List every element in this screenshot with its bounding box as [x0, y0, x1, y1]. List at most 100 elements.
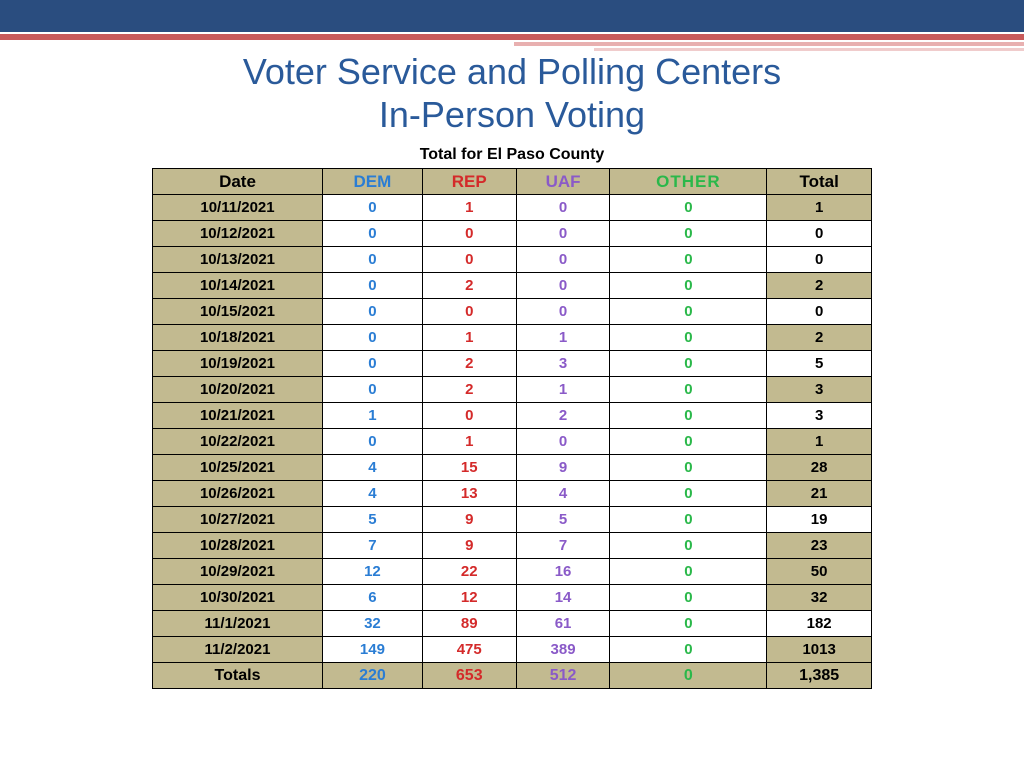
table-row: 10/14/202102002 — [153, 273, 872, 299]
header-band — [0, 0, 1024, 32]
cell-other: 0 — [610, 455, 767, 481]
cell-date: 10/25/2021 — [153, 455, 323, 481]
cell-date: 10/30/2021 — [153, 585, 323, 611]
cell-rep: 89 — [422, 611, 516, 637]
cell-other: 0 — [610, 247, 767, 273]
table-row: 10/21/202110203 — [153, 403, 872, 429]
cell-total: 50 — [767, 559, 872, 585]
cell-total: 0 — [767, 247, 872, 273]
cell-total: 23 — [767, 533, 872, 559]
table-row: 10/28/2021797023 — [153, 533, 872, 559]
table-caption: Total for El Paso County — [0, 146, 1024, 164]
cell-uaf: 9 — [516, 455, 610, 481]
cell-total: 0 — [767, 299, 872, 325]
cell-other: 0 — [610, 403, 767, 429]
cell-date: 10/18/2021 — [153, 325, 323, 351]
cell-total: 32 — [767, 585, 872, 611]
cell-total: 2 — [767, 325, 872, 351]
cell-uaf: 1 — [516, 377, 610, 403]
header-rep: REP — [422, 169, 516, 195]
cell-total: 0 — [767, 221, 872, 247]
header-dem: DEM — [323, 169, 423, 195]
header-date: Date — [153, 169, 323, 195]
cell-date: 11/1/2021 — [153, 611, 323, 637]
totals-row: Totals22065351201,385 — [153, 663, 872, 689]
cell-rep: 15 — [422, 455, 516, 481]
table-row: 10/19/202102305 — [153, 351, 872, 377]
cell-uaf: 389 — [516, 637, 610, 663]
cell-date: 11/2/2021 — [153, 637, 323, 663]
cell-date: 10/27/2021 — [153, 507, 323, 533]
table-body: 10/11/20210100110/12/20210000010/13/2021… — [153, 195, 872, 689]
cell-dem: 12 — [323, 559, 423, 585]
cell-dem: 0 — [323, 429, 423, 455]
cell-other: 0 — [610, 559, 767, 585]
cell-uaf: 1 — [516, 325, 610, 351]
cell-total: 21 — [767, 481, 872, 507]
cell-dem: 1 — [323, 403, 423, 429]
cell-uaf: 4 — [516, 481, 610, 507]
header-other: OTHER — [610, 169, 767, 195]
cell-rep: 22 — [422, 559, 516, 585]
cell-other: 0 — [610, 429, 767, 455]
cell-other: 0 — [610, 481, 767, 507]
cell-dem: 4 — [323, 481, 423, 507]
cell-rep: 1 — [422, 325, 516, 351]
page-title: Voter Service and Polling Centers In-Per… — [0, 50, 1024, 136]
cell-uaf: 0 — [516, 429, 610, 455]
table-row: 10/13/202100000 — [153, 247, 872, 273]
table-row: 10/12/202100000 — [153, 221, 872, 247]
cell-dem: 0 — [323, 273, 423, 299]
cell-uaf: 0 — [516, 221, 610, 247]
cell-rep: 2 — [422, 377, 516, 403]
totals-rep: 653 — [422, 663, 516, 689]
table-row: 10/26/20214134021 — [153, 481, 872, 507]
totals-dem: 220 — [323, 663, 423, 689]
cell-dem: 0 — [323, 195, 423, 221]
voting-data-table: Date DEM REP UAF OTHER Total 10/11/20210… — [152, 168, 872, 689]
cell-rep: 9 — [422, 533, 516, 559]
cell-rep: 12 — [422, 585, 516, 611]
cell-dem: 0 — [323, 325, 423, 351]
cell-total: 28 — [767, 455, 872, 481]
cell-other: 0 — [610, 299, 767, 325]
cell-rep: 0 — [422, 221, 516, 247]
cell-dem: 4 — [323, 455, 423, 481]
cell-dem: 0 — [323, 299, 423, 325]
cell-date: 10/11/2021 — [153, 195, 323, 221]
table-row: 10/29/2021122216050 — [153, 559, 872, 585]
cell-dem: 0 — [323, 377, 423, 403]
table-row: 10/15/202100000 — [153, 299, 872, 325]
cell-other: 0 — [610, 611, 767, 637]
cell-date: 10/22/2021 — [153, 429, 323, 455]
table-row: 11/1/20213289610182 — [153, 611, 872, 637]
cell-other: 0 — [610, 273, 767, 299]
cell-rep: 13 — [422, 481, 516, 507]
cell-uaf: 61 — [516, 611, 610, 637]
cell-date: 10/15/2021 — [153, 299, 323, 325]
cell-uaf: 7 — [516, 533, 610, 559]
title-line-2: In-Person Voting — [379, 94, 645, 135]
header-total: Total — [767, 169, 872, 195]
cell-date: 10/12/2021 — [153, 221, 323, 247]
cell-uaf: 0 — [516, 299, 610, 325]
cell-date: 10/20/2021 — [153, 377, 323, 403]
totals-label: Totals — [153, 663, 323, 689]
header-uaf: UAF — [516, 169, 610, 195]
cell-rep: 0 — [422, 299, 516, 325]
title-line-1: Voter Service and Polling Centers — [243, 51, 781, 92]
cell-total: 1013 — [767, 637, 872, 663]
cell-other: 0 — [610, 195, 767, 221]
table-row: 10/11/202101001 — [153, 195, 872, 221]
cell-uaf: 2 — [516, 403, 610, 429]
cell-dem: 32 — [323, 611, 423, 637]
cell-date: 10/29/2021 — [153, 559, 323, 585]
table-row: 10/20/202102103 — [153, 377, 872, 403]
cell-dem: 0 — [323, 247, 423, 273]
cell-uaf: 5 — [516, 507, 610, 533]
cell-uaf: 0 — [516, 273, 610, 299]
cell-other: 0 — [610, 351, 767, 377]
cell-uaf: 0 — [516, 195, 610, 221]
table-row: 10/25/20214159028 — [153, 455, 872, 481]
cell-total: 3 — [767, 403, 872, 429]
